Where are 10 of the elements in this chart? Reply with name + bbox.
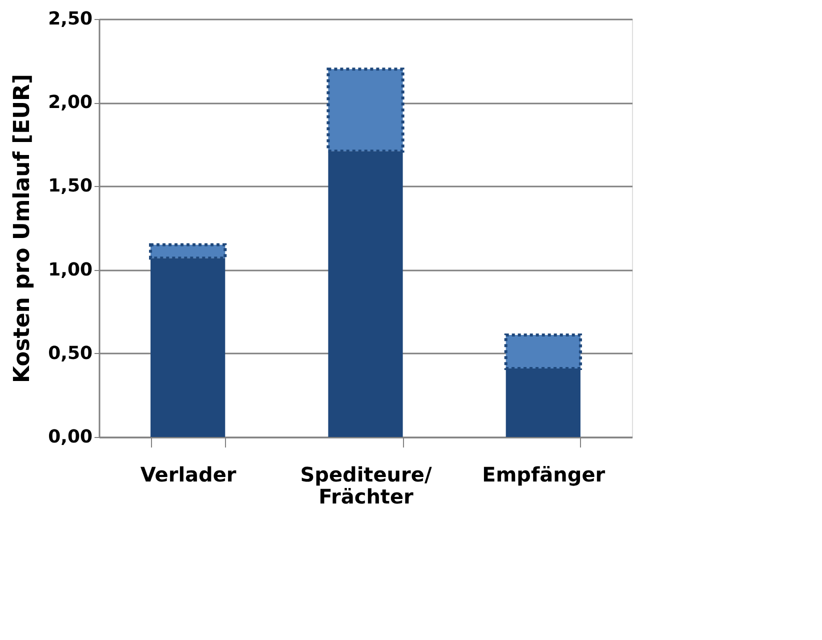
- x-tick-label: Spediteure/ Frächter: [300, 462, 432, 508]
- y-tick-label: 1,00: [48, 259, 92, 280]
- y-tick-label: 2,00: [48, 92, 92, 114]
- x-tick-label: Verlader: [140, 462, 236, 486]
- y-tick-label: 0,00: [48, 426, 92, 448]
- y-tick-label: 1,50: [48, 176, 92, 197]
- y-tick-label: 2,50: [48, 8, 92, 30]
- y-tick-label: 0,50: [48, 342, 92, 364]
- y-axis-title: Kosten pro Umlauf [EUR]: [10, 74, 36, 384]
- x-tick-label: Empfänger: [482, 462, 606, 486]
